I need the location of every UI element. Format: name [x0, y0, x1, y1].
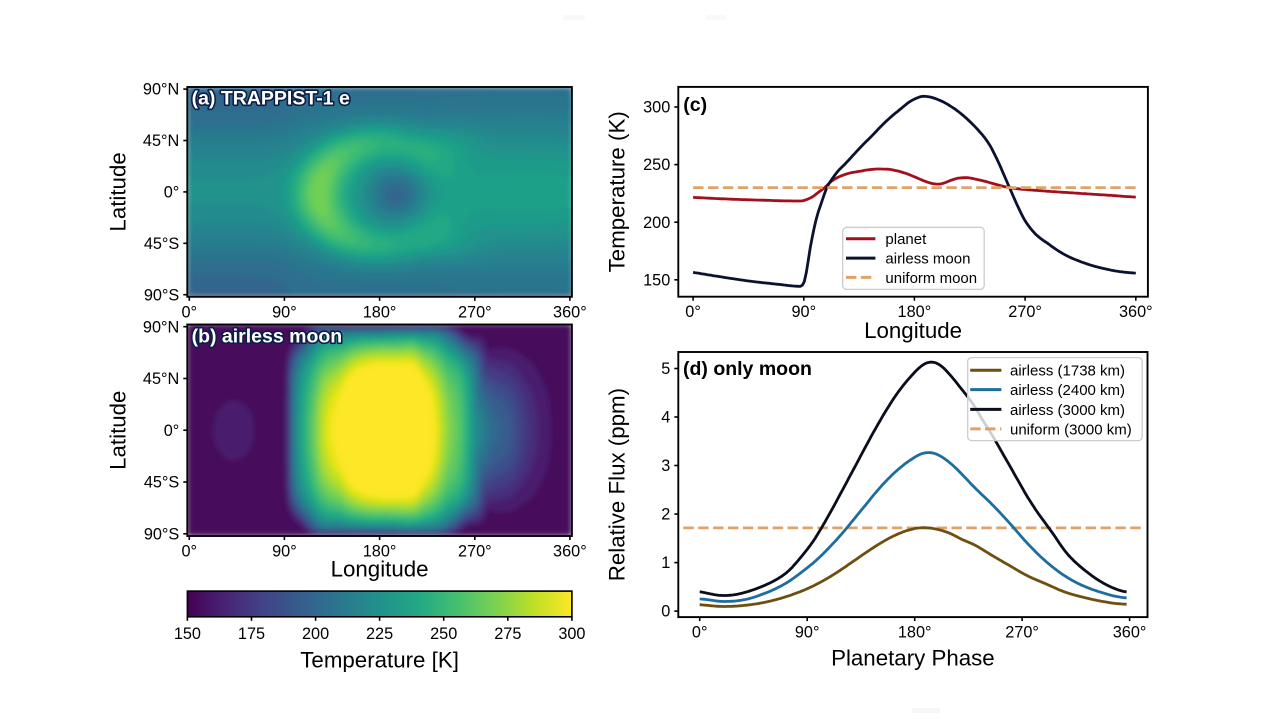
svg-text:90°N: 90°N: [143, 318, 179, 336]
svg-text:45°N: 45°N: [143, 370, 179, 388]
svg-text:180°: 180°: [363, 543, 397, 561]
svg-text:0°: 0°: [164, 184, 180, 202]
svg-text:Longitude: Longitude: [864, 318, 962, 343]
svg-text:360°: 360°: [1119, 303, 1153, 321]
svg-text:175: 175: [238, 625, 265, 643]
svg-text:1: 1: [661, 554, 670, 572]
svg-text:360°: 360°: [553, 303, 587, 321]
svg-text:90°: 90°: [272, 543, 297, 561]
svg-text:0°: 0°: [685, 303, 701, 321]
svg-text:90°: 90°: [272, 303, 297, 321]
svg-text:90°: 90°: [791, 303, 816, 321]
svg-text:150: 150: [643, 271, 670, 289]
svg-text:airless moon: airless moon: [885, 251, 970, 268]
svg-text:5: 5: [661, 360, 670, 378]
svg-text:uniform (3000 km): uniform (3000 km): [1010, 421, 1132, 438]
svg-text:4: 4: [661, 409, 670, 427]
svg-text:Latitude: Latitude: [106, 152, 131, 231]
svg-text:planet: planet: [885, 231, 927, 248]
svg-text:0°: 0°: [692, 624, 708, 642]
svg-text:90°N: 90°N: [143, 81, 179, 99]
svg-text:Temperature [K]: Temperature [K]: [300, 647, 459, 672]
svg-text:360°: 360°: [553, 543, 587, 561]
svg-text:180°: 180°: [363, 303, 397, 321]
svg-text:250: 250: [643, 156, 670, 174]
svg-text:300: 300: [643, 99, 670, 117]
svg-text:90°: 90°: [795, 624, 820, 642]
svg-text:0°: 0°: [182, 303, 198, 321]
svg-text:250: 250: [430, 625, 457, 643]
svg-text:airless (2400 km): airless (2400 km): [1010, 382, 1125, 399]
svg-text:Relative Flux (ppm): Relative Flux (ppm): [605, 388, 630, 581]
svg-text:275: 275: [494, 625, 521, 643]
svg-text:270°: 270°: [1005, 624, 1039, 642]
svg-text:150: 150: [174, 625, 201, 643]
svg-text:Planetary Phase: Planetary Phase: [831, 646, 995, 671]
svg-text:(a) TRAPPIST-1 e: (a) TRAPPIST-1 e: [192, 88, 350, 110]
svg-text:200: 200: [302, 625, 329, 643]
svg-text:270°: 270°: [1008, 303, 1042, 321]
svg-text:200: 200: [643, 214, 670, 232]
svg-text:Latitude: Latitude: [106, 391, 131, 470]
svg-text:90°S: 90°S: [144, 525, 180, 543]
svg-text:2: 2: [661, 506, 670, 524]
svg-text:45°N: 45°N: [143, 132, 179, 150]
svg-text:45°S: 45°S: [144, 235, 180, 253]
svg-text:0°: 0°: [182, 543, 198, 561]
svg-text:0: 0: [661, 603, 670, 621]
svg-text:uniform moon: uniform moon: [885, 270, 977, 287]
svg-text:Longitude: Longitude: [331, 557, 429, 582]
svg-text:300: 300: [558, 625, 585, 643]
svg-text:360°: 360°: [1113, 624, 1147, 642]
svg-text:(c): (c): [683, 94, 707, 116]
svg-text:(b) airless moon: (b) airless moon: [192, 326, 343, 348]
svg-text:180°: 180°: [898, 303, 932, 321]
svg-text:270°: 270°: [458, 303, 492, 321]
svg-text:90°S: 90°S: [144, 286, 180, 304]
svg-text:0°: 0°: [164, 422, 180, 440]
svg-text:3: 3: [661, 457, 670, 475]
svg-text:(d) only moon: (d) only moon: [683, 358, 812, 380]
svg-text:225: 225: [366, 625, 393, 643]
svg-text:Temperature (K): Temperature (K): [605, 111, 630, 272]
svg-text:180°: 180°: [898, 624, 932, 642]
svg-text:45°S: 45°S: [144, 474, 180, 492]
svg-text:airless (3000 km): airless (3000 km): [1010, 402, 1125, 419]
svg-text:270°: 270°: [458, 543, 492, 561]
svg-text:airless (1738 km): airless (1738 km): [1010, 363, 1125, 380]
